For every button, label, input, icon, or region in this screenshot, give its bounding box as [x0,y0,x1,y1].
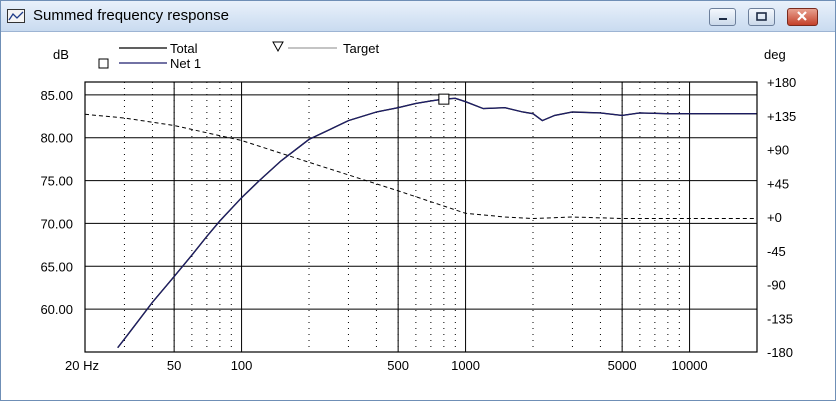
y-tick-label-left: 70.00 [40,216,73,231]
frequency-response-chart: dB deg Total Net 1 Target 20 Hz 50 100 500 1… [40,41,796,373]
y-tick-label-right: +45 [767,176,789,191]
x-tick-label: 5000 [608,358,637,373]
graph-window-icon [7,9,25,23]
right-axis-unit: deg [764,47,786,62]
y-tick-label-right: +90 [767,143,789,158]
y-tick-label-left: 65.00 [40,259,73,274]
x-tick-label: 1000 [451,358,480,373]
x-tick-label: 10000 [671,358,707,373]
close-icon [797,11,807,21]
legend-net1-label: Net 1 [170,56,201,71]
legend: Total Net 1 Target [98,41,380,71]
series [84,93,757,349]
y-tick-label-right: +0 [767,210,782,225]
maximize-button[interactable] [748,8,775,26]
minimize-button[interactable] [709,8,736,26]
x-tick-label: 50 [167,358,181,373]
plot-frame [84,81,758,353]
y-tick-label-left: 85.00 [40,88,73,103]
y-tick-label-right: +180 [767,75,796,90]
square-marker [438,93,450,105]
grid [85,82,757,352]
y-tick-label-left: 80.00 [40,131,73,146]
window-title: Summed frequency response [33,7,229,24]
minimize-icon [719,18,727,20]
y-tick-label-right: +135 [767,109,796,124]
y-tick-label-right: -135 [767,311,793,326]
y-tick-label-right: -180 [767,345,793,360]
series-line-net-1 [117,97,757,349]
y-tick-label-left: 75.00 [40,174,73,189]
title-bar[interactable]: Summed frequency response [1,1,835,32]
x-tick-label: 500 [387,358,409,373]
x-tick-label: 100 [231,358,253,373]
y-tick-label-right: -45 [767,244,786,259]
legend-square-marker-icon [98,58,109,69]
close-button[interactable] [787,8,818,26]
legend-total-label: Total [170,41,198,56]
y-tick-label-right: -90 [767,278,786,293]
series-line-phase [84,113,757,220]
y-tick-label-left: 60.00 [40,302,73,317]
legend-target-label: Target [343,41,380,56]
left-axis-unit: dB [53,47,69,62]
x-tick-label: 20 Hz [65,358,99,373]
tick-labels: 20 Hz 50 100 500 1000 5000 10000 85.00 80.00 75.0… [40,75,796,373]
legend-triangle-marker-icon [272,41,284,53]
maximize-icon [756,12,767,21]
